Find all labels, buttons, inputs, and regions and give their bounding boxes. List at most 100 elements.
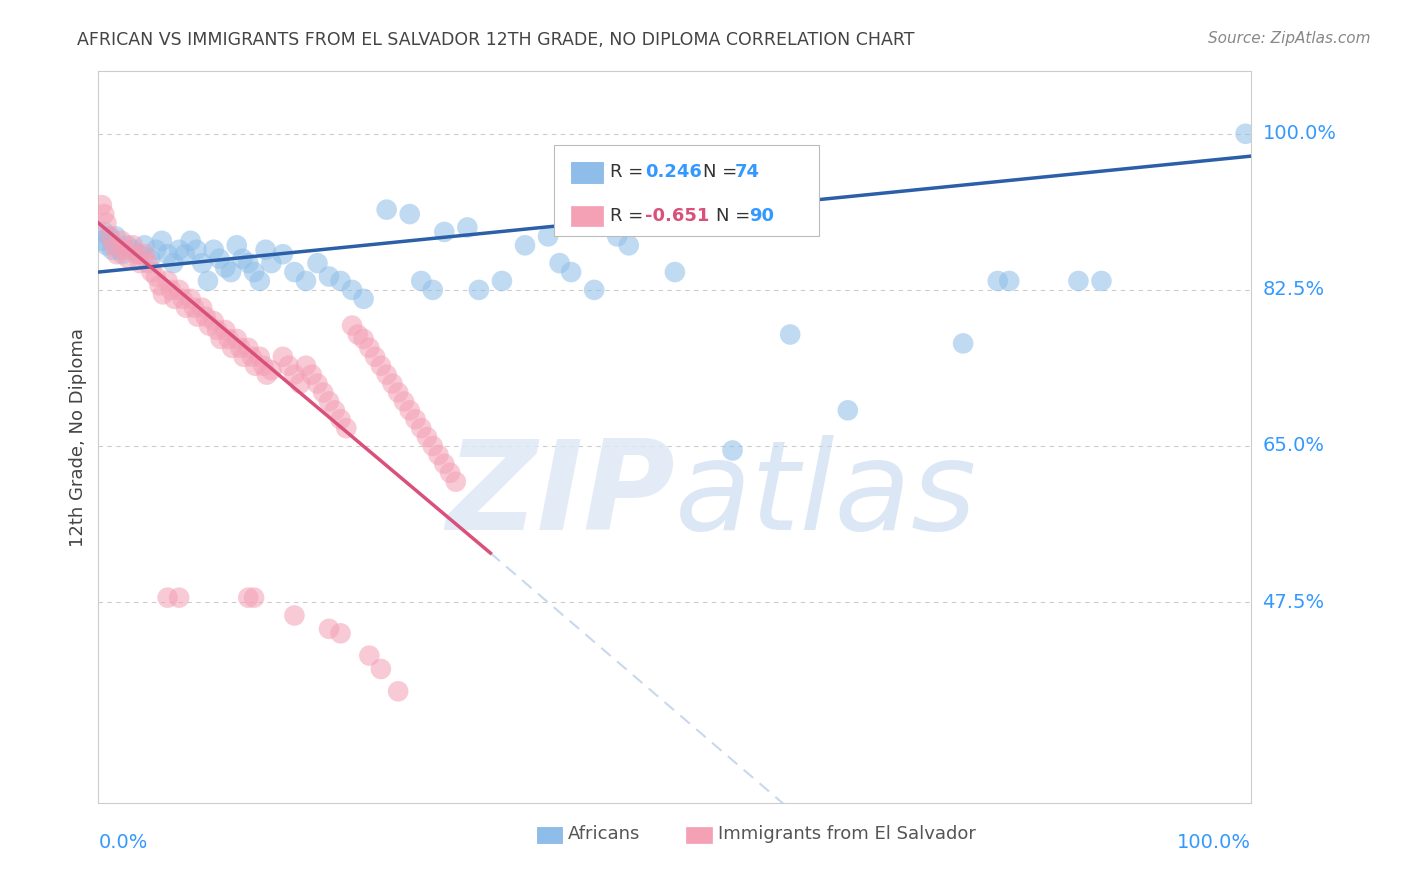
Point bbox=[221, 341, 243, 355]
Point bbox=[117, 238, 139, 252]
Point bbox=[209, 332, 232, 346]
Point bbox=[439, 466, 461, 480]
Point bbox=[721, 443, 744, 458]
Point bbox=[548, 256, 571, 270]
Point bbox=[101, 243, 124, 257]
Point bbox=[416, 430, 439, 444]
Point bbox=[295, 359, 318, 373]
Point bbox=[260, 363, 283, 377]
Point bbox=[186, 243, 208, 257]
Point bbox=[254, 243, 277, 257]
Point bbox=[779, 327, 801, 342]
Point bbox=[205, 323, 228, 337]
Point bbox=[353, 332, 375, 346]
Point bbox=[283, 608, 305, 623]
Point bbox=[1067, 274, 1090, 288]
Point bbox=[163, 292, 186, 306]
Text: Africans: Africans bbox=[568, 824, 640, 843]
Text: 82.5%: 82.5% bbox=[1263, 280, 1324, 300]
Text: ZIP: ZIP bbox=[446, 435, 675, 556]
Point bbox=[90, 234, 112, 248]
Point bbox=[271, 350, 294, 364]
Point bbox=[150, 234, 173, 248]
Point bbox=[232, 350, 254, 364]
Point bbox=[238, 341, 260, 355]
Point bbox=[537, 229, 560, 244]
Point bbox=[93, 207, 115, 221]
Point bbox=[122, 238, 145, 252]
Point bbox=[145, 243, 167, 257]
Text: N =: N = bbox=[703, 163, 742, 181]
Point bbox=[340, 283, 363, 297]
Point bbox=[398, 207, 420, 221]
Point bbox=[245, 359, 267, 373]
Point bbox=[283, 368, 305, 382]
Point bbox=[381, 376, 404, 391]
Point bbox=[225, 238, 247, 252]
Point bbox=[387, 385, 409, 400]
Point bbox=[180, 292, 202, 306]
Point bbox=[152, 287, 174, 301]
Point bbox=[108, 243, 131, 257]
Point bbox=[180, 234, 202, 248]
Point bbox=[197, 274, 219, 288]
Point bbox=[194, 310, 217, 324]
Point bbox=[427, 448, 450, 462]
Point bbox=[307, 256, 329, 270]
Point bbox=[105, 247, 128, 261]
Point bbox=[231, 252, 254, 266]
Point bbox=[456, 220, 478, 235]
Point bbox=[375, 368, 398, 382]
Point bbox=[148, 278, 170, 293]
Point bbox=[1090, 274, 1112, 288]
FancyBboxPatch shape bbox=[554, 145, 820, 235]
Point bbox=[110, 234, 132, 248]
Point bbox=[359, 341, 381, 355]
Point bbox=[329, 412, 352, 426]
Text: R =: R = bbox=[610, 163, 650, 181]
Point bbox=[318, 622, 340, 636]
Point bbox=[134, 247, 156, 261]
Point bbox=[513, 238, 536, 252]
Point bbox=[172, 292, 194, 306]
Point bbox=[468, 283, 491, 297]
Point bbox=[249, 350, 271, 364]
Point bbox=[411, 274, 433, 288]
Point bbox=[301, 368, 323, 382]
Point bbox=[167, 283, 190, 297]
Point bbox=[125, 247, 148, 261]
Bar bbox=[571, 162, 603, 183]
Text: N =: N = bbox=[717, 207, 756, 225]
Point bbox=[229, 341, 252, 355]
Point bbox=[202, 243, 225, 257]
Bar bbox=[686, 827, 711, 843]
Point bbox=[1234, 127, 1257, 141]
Point bbox=[560, 265, 582, 279]
Point bbox=[183, 301, 205, 315]
Text: 74: 74 bbox=[735, 163, 759, 181]
Point bbox=[240, 350, 263, 364]
Point bbox=[256, 368, 278, 382]
Point bbox=[156, 591, 179, 605]
Point bbox=[260, 256, 283, 270]
Point bbox=[370, 662, 392, 676]
Point bbox=[283, 265, 305, 279]
Point bbox=[364, 350, 387, 364]
Point bbox=[290, 376, 312, 391]
Point bbox=[134, 238, 156, 252]
Point bbox=[136, 256, 159, 270]
Point bbox=[139, 252, 162, 266]
Point bbox=[174, 301, 197, 315]
Point bbox=[90, 198, 112, 212]
Point bbox=[214, 260, 236, 275]
Point bbox=[238, 591, 260, 605]
Point bbox=[96, 238, 118, 252]
Point bbox=[271, 247, 294, 261]
Point bbox=[191, 256, 214, 270]
Bar bbox=[571, 206, 603, 227]
Point bbox=[103, 238, 125, 252]
Point bbox=[606, 229, 628, 244]
Point bbox=[277, 359, 299, 373]
Point bbox=[129, 256, 152, 270]
Point bbox=[98, 229, 121, 244]
